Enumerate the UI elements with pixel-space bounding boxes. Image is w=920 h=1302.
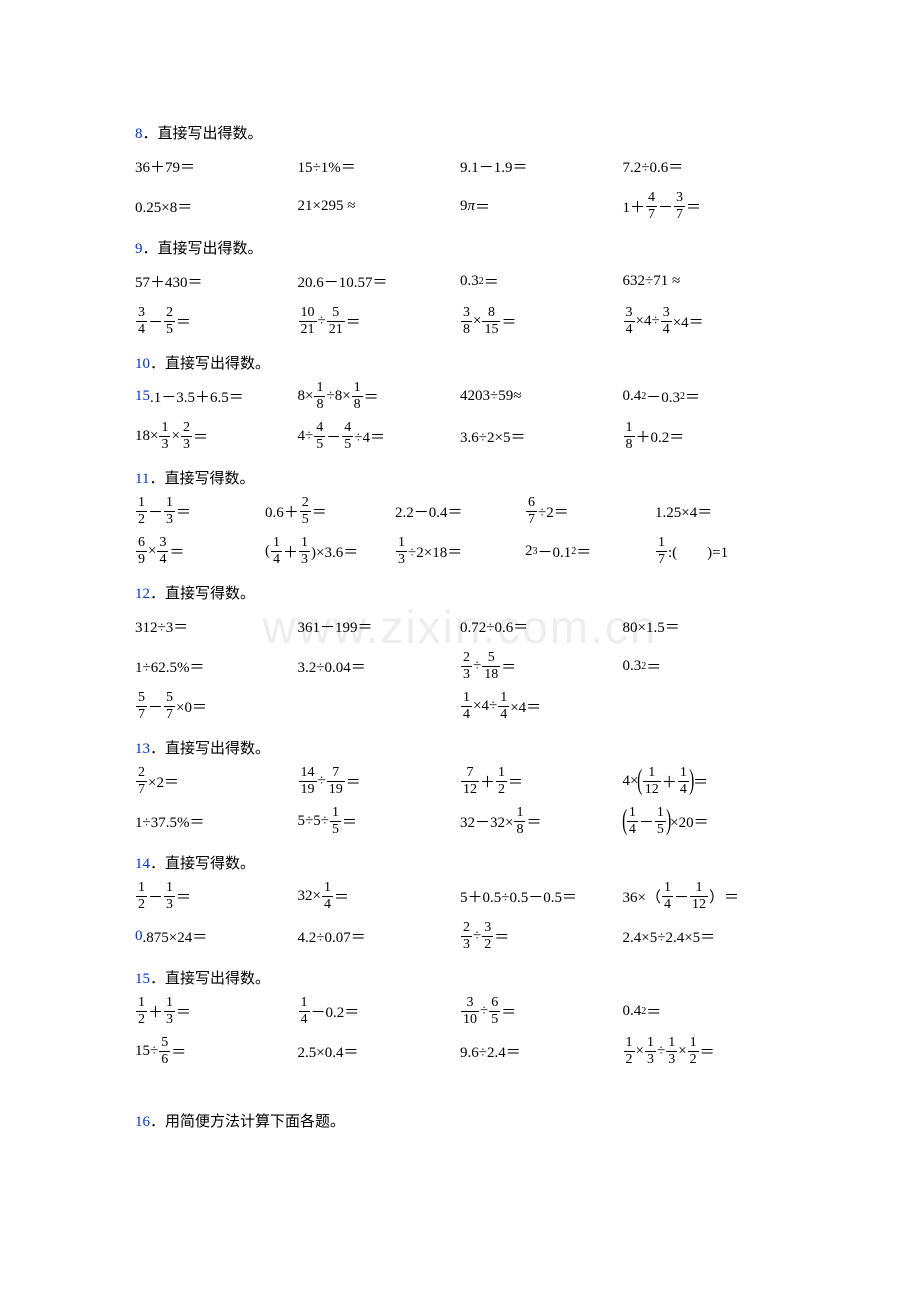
q11-r2-c: 13÷2×18＝ (395, 536, 525, 567)
q13-row1: 27×2＝ 1419÷719＝ 712＋12＝ 4×(112＋14)＝ (135, 762, 785, 800)
q11-r2-e: 17:( )=1 (655, 536, 785, 567)
q9-header: 9．直接写出得数。 (135, 237, 785, 258)
q12-r1-d: 80×1.5＝ (623, 616, 786, 637)
q8-r2-d: 1＋47－37＝ (623, 191, 786, 222)
q9-row2: 34－25＝ 1021÷521＝ 38×815＝ 34×4÷34×4＝ (135, 302, 785, 340)
q11-r2-a: 69×34＝ (135, 536, 265, 567)
q14-r1-c: 5＋0.5÷0.5－0.5＝ (460, 886, 623, 907)
q8-r1-d: 7.2÷0.6＝ (623, 156, 786, 177)
q11-r2-b: (14＋13)×3.6＝ (265, 536, 395, 567)
q13-r1-a: 27×2＝ (135, 766, 298, 797)
q8-r1-a: 36＋79＝ (135, 156, 298, 177)
q10-header: 10．直接写出得数。 (135, 352, 785, 373)
q12-r2-c: 23÷518＝ (460, 651, 623, 682)
q15-r2-b: 2.5×0.4＝ (298, 1041, 461, 1062)
q10-r1-c: 4203÷59≈ (460, 388, 623, 405)
q13-r2-d: (14－15)×20＝ (623, 806, 786, 837)
q15-r2-c: 9.6÷2.4＝ (460, 1041, 623, 1062)
q14-header: 14．直接写得数。 (135, 852, 785, 873)
q15-r1-b: 14－0.2＝ (298, 996, 461, 1027)
q13-r2-b: 5÷5÷15＝ (298, 806, 461, 837)
q12-r1-a: 312÷3＝ (135, 616, 298, 637)
q9-r2-a: 34－25＝ (135, 306, 298, 337)
q8-header: 8．直接写出得数。 (135, 122, 785, 143)
q9-row1: 57＋430＝ 20.6－10.57＝ 0.32＝ 632÷71 ≈ (135, 262, 785, 300)
q10-r2-b: 4÷45－45÷4＝ (298, 421, 461, 452)
q13-r1-d: 4×(112＋14)＝ (623, 766, 786, 797)
q14-r2-a: 0.875×24＝ (135, 926, 298, 947)
q8-r2-b: 21×295 ≈ (298, 198, 461, 215)
q12-r2-b: 3.2÷0.04＝ (298, 656, 461, 677)
q15-r2-a: 15÷56＝ (135, 1036, 298, 1067)
q10-r2-c: 3.6÷2×5＝ (460, 426, 623, 447)
q12-header: 12．直接写得数。 (135, 582, 785, 603)
q14-r1-d: 36×（14－112）＝ (623, 881, 786, 912)
q8-row1: 36＋79＝ 15÷1%＝ 9.1－1.9＝ 7.2÷0.6＝ (135, 147, 785, 185)
q13-r1-c: 712＋12＝ (460, 766, 623, 797)
q11-r2-d: 23－0.12＝ (525, 541, 655, 562)
q9-r1-b: 20.6－10.57＝ (298, 271, 461, 292)
q13-header: 13．直接写出得数。 (135, 737, 785, 758)
content: 8．直接写出得数。 36＋79＝ 15÷1%＝ 9.1－1.9＝ 7.2÷0.6… (135, 122, 785, 1131)
q10-r1-b: 8×18÷8×18＝ (298, 381, 461, 412)
q14-row2: 0.875×24＝ 4.2÷0.07＝ 23÷32＝ 2.4×5÷2.4×5＝ (135, 917, 785, 955)
q15-header: 15．直接写出得数。 (135, 967, 785, 988)
q8-row2: 0.25×8＝ 21×295 ≈ 9π＝ 1＋47－37＝ (135, 187, 785, 225)
q15-r1-c: 310÷65＝ (460, 996, 623, 1027)
q8-r1-c: 9.1－1.9＝ (460, 156, 623, 177)
q14-r2-d: 2.4×5÷2.4×5＝ (623, 926, 786, 947)
q10-row1: 15.1－3.5＋6.5＝ 8×18÷8×18＝ 4203÷59≈ 0.42－0… (135, 377, 785, 415)
q15-r1-d: 0.42＝ (623, 1001, 786, 1022)
q12-r1-c: 0.72÷0.6＝ (460, 616, 623, 637)
q15-r2-d: 12×13÷13×12＝ (623, 1036, 786, 1067)
q10-r2-d: 18＋0.2＝ (623, 421, 786, 452)
q9-r2-c: 38×815＝ (460, 306, 623, 337)
q10-row2: 18×13×23＝ 4÷45－45÷4＝ 3.6÷2×5＝ 18＋0.2＝ (135, 417, 785, 455)
q10-r1-d: 0.42－0.32＝ (623, 386, 786, 407)
q8-num: 8 (135, 126, 143, 142)
q13-r1-b: 1419÷719＝ (298, 766, 461, 797)
q8-title: ．直接写出得数。 (143, 126, 263, 142)
q12-r2-d: 0.32＝ (623, 656, 786, 677)
q14-r1-a: 12－13＝ (135, 881, 298, 912)
q11-row1: 12－13＝ 0.6＋25＝ 2.2－0.4＝ 67÷2＝ 1.25×4＝ (135, 492, 785, 530)
q11-row2: 69×34＝ (14＋13)×3.6＝ 13÷2×18＝ 23－0.12＝ 17… (135, 532, 785, 570)
q9-r1-d: 632÷71 ≈ (623, 273, 786, 290)
q10-r1-a: 15.1－3.5＋6.5＝ (135, 386, 298, 407)
q12-r3-a: 57－57×0＝ (135, 691, 460, 722)
q14-row1: 12－13＝ 32×14＝ 5＋0.5÷0.5－0.5＝ 36×（14－112）… (135, 877, 785, 915)
q8-r2-c: 9π＝ (460, 196, 623, 217)
q9-r1-a: 57＋430＝ (135, 271, 298, 292)
q11-header: 11．直接写得数。 (135, 467, 785, 488)
q9-r2-b: 1021÷521＝ (298, 306, 461, 337)
q14-r2-c: 23÷32＝ (460, 921, 623, 952)
q12-r1-b: 361－199＝ (298, 616, 461, 637)
q9-r2-d: 34×4÷34×4＝ (623, 306, 786, 337)
q13-r2-a: 1÷37.5%＝ (135, 811, 298, 832)
q12-r3-b: 14×4÷14×4＝ (460, 691, 785, 722)
q12-row3: 57－57×0＝ 14×4÷14×4＝ (135, 687, 785, 725)
q9-r1-c: 0.32＝ (460, 271, 623, 292)
q13-row2: 1÷37.5%＝ 5÷5÷15＝ 32－32×18＝ (14－15)×20＝ (135, 802, 785, 840)
q13-r2-c: 32－32×18＝ (460, 806, 623, 837)
q8-r2-a: 0.25×8＝ (135, 196, 298, 217)
q16-header: 16．用简便方法计算下面各题。 (135, 1110, 785, 1131)
q15-r1-a: 12＋13＝ (135, 996, 298, 1027)
q11-r1-e: 1.25×4＝ (655, 501, 785, 522)
q11-r1-b: 0.6＋25＝ (265, 496, 395, 527)
q14-r2-b: 4.2÷0.07＝ (298, 926, 461, 947)
q14-r1-b: 32×14＝ (298, 881, 461, 912)
q11-r1-d: 67÷2＝ (525, 496, 655, 527)
q12-r2-a: 1÷62.5%＝ (135, 656, 298, 677)
q11-r1-c: 2.2－0.4＝ (395, 501, 525, 522)
q11-r1-a: 12－13＝ (135, 496, 265, 527)
q15-row1: 12＋13＝ 14－0.2＝ 310÷65＝ 0.42＝ (135, 992, 785, 1030)
q12-row2: 1÷62.5%＝ 3.2÷0.04＝ 23÷518＝ 0.32＝ (135, 647, 785, 685)
q8-r1-b: 15÷1%＝ (298, 156, 461, 177)
q10-r2-a: 18×13×23＝ (135, 421, 298, 452)
q12-row1: 312÷3＝ 361－199＝ 0.72÷0.6＝ 80×1.5＝ (135, 607, 785, 645)
q15-row2: 15÷56＝ 2.5×0.4＝ 9.6÷2.4＝ 12×13÷13×12＝ (135, 1032, 785, 1070)
